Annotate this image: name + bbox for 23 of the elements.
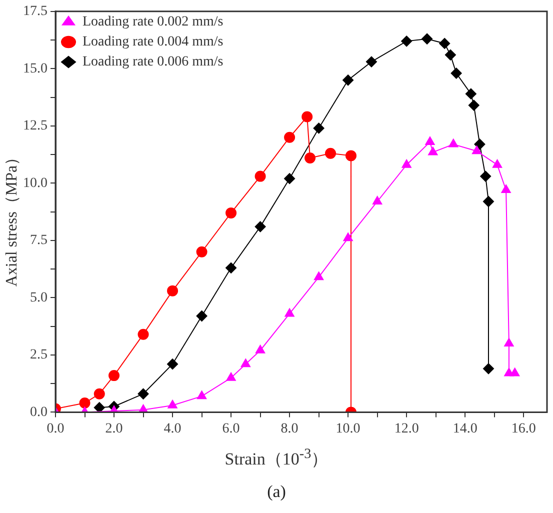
text: (a) xyxy=(266,482,287,502)
x-tick-label: 10.0 xyxy=(336,421,360,436)
x-tick-label: 14.0 xyxy=(452,421,478,436)
x-tick-label: 4.0 xyxy=(164,421,182,436)
y-tick-label: 17.5 xyxy=(23,4,48,20)
x-tick-label: 6.0 xyxy=(222,421,240,436)
y-axis-title: Axial stress（MPa） xyxy=(2,149,22,287)
y-tick-label: 2.5 xyxy=(30,348,48,363)
y-tick-label: 0.0 xyxy=(30,404,48,420)
y-tick-label: 12.5 xyxy=(23,118,48,134)
x-tick-label: 2.0 xyxy=(105,421,123,436)
x-tick-label: 16.0 xyxy=(511,421,536,436)
legend-label: Loading rate 0.002 mm/s xyxy=(82,14,224,30)
x-axis-title: Strain（10$^{-3}$） xyxy=(224,446,330,471)
y-tick-label: 5.0 xyxy=(30,290,48,306)
x-tick-label: 8.0 xyxy=(280,421,298,436)
y-tick-label: 7.5 xyxy=(30,233,48,248)
y-tick-label: 15.0 xyxy=(23,61,48,76)
legend-label: Loading rate 0.006 mm/s xyxy=(82,54,224,70)
x-tick-label: 12.0 xyxy=(394,421,419,436)
legend-label: Loading rate 0.004 mm/s xyxy=(82,34,224,50)
x-tick-label: 0.0 xyxy=(46,421,64,436)
y-tick-label: 10.0 xyxy=(23,176,48,191)
